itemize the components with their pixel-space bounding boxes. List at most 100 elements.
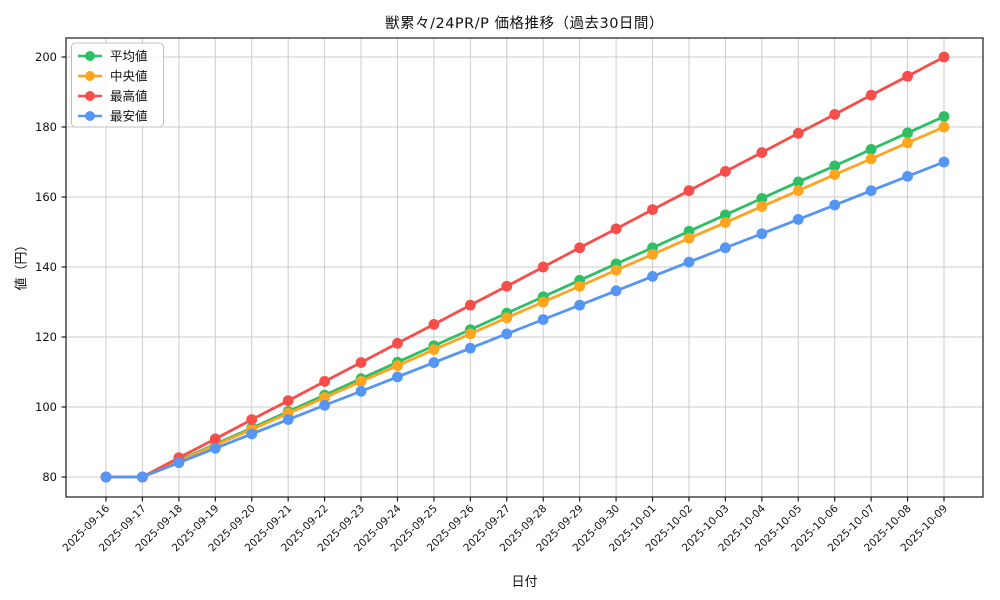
data-point-min <box>829 199 841 211</box>
data-point-min <box>719 242 731 254</box>
data-point-max <box>756 147 768 158</box>
data-point-min <box>501 328 513 340</box>
data-point-median <box>829 169 841 181</box>
data-point-max <box>865 89 877 101</box>
data-point-min <box>246 428 258 440</box>
legend-item-min: 最安値 <box>78 109 148 124</box>
data-point-median <box>756 201 768 212</box>
legend-item-max: 最高値 <box>78 89 148 104</box>
data-point-min <box>355 385 367 397</box>
data-point-max <box>464 299 476 311</box>
y-tick-label: 100 <box>35 400 57 414</box>
series-min <box>100 156 950 483</box>
data-point-max <box>683 185 695 197</box>
legend-marker-dot <box>85 91 95 101</box>
y-axis-label: 値（円） <box>14 238 30 291</box>
data-point-median <box>392 360 403 372</box>
data-point-min <box>574 299 586 311</box>
y-tick-label: 80 <box>42 470 57 484</box>
data-point-median <box>683 232 695 244</box>
data-point-median <box>610 264 622 276</box>
y-tick-label: 140 <box>35 260 57 274</box>
data-point-max <box>902 70 913 82</box>
data-point-max <box>829 109 841 120</box>
data-point-max <box>428 319 440 330</box>
series-average <box>100 111 950 483</box>
data-point-median <box>792 185 804 197</box>
data-point-max <box>282 395 294 407</box>
y-tick-label: 160 <box>35 190 57 204</box>
data-point-min <box>683 256 695 268</box>
data-point-max <box>209 433 221 445</box>
data-point-min <box>319 399 331 411</box>
data-point-median <box>902 137 913 149</box>
data-point-median <box>355 376 367 387</box>
data-point-min <box>137 471 148 483</box>
legend-box <box>71 42 164 128</box>
chart-title: 獣累々/24PR/P 価格推移（過去30日間） <box>385 16 664 32</box>
data-point-median <box>719 217 731 228</box>
data-point-median <box>574 280 586 292</box>
data-point-average <box>902 127 913 139</box>
data-point-average <box>938 111 950 122</box>
data-point-min <box>865 185 877 197</box>
legend-label: 中央値 <box>110 69 148 84</box>
data-point-average <box>756 193 768 204</box>
data-point-average <box>719 209 731 221</box>
series-median <box>100 121 950 483</box>
legend-marker-dot <box>85 111 95 121</box>
data-point-max <box>355 357 367 368</box>
data-point-max <box>719 166 731 177</box>
legend-label: 最高値 <box>110 89 148 104</box>
data-point-max <box>537 261 549 273</box>
data-point-median <box>319 392 331 403</box>
legend-label: 最安値 <box>110 109 148 124</box>
data-point-min <box>464 342 476 354</box>
data-point-median <box>647 249 658 260</box>
data-point-min <box>610 285 622 297</box>
y-tick-label: 180 <box>35 120 57 134</box>
series-line-max <box>106 55 945 479</box>
data-point-max <box>792 127 804 139</box>
legend-label: 平均値 <box>110 49 148 64</box>
data-point-average <box>829 160 841 172</box>
data-point-median <box>464 328 476 340</box>
legend-item-median: 中央値 <box>78 69 148 84</box>
data-point-median <box>501 312 513 324</box>
series-line-min <box>106 160 945 479</box>
data-point-max <box>501 280 513 292</box>
x-axis-label: 日付 <box>511 575 538 590</box>
data-point-min <box>902 170 913 182</box>
data-point-min <box>428 357 440 368</box>
data-point-average <box>792 176 804 188</box>
data-point-max <box>647 204 658 216</box>
data-point-max <box>574 242 586 254</box>
data-point-min <box>209 442 221 454</box>
data-point-max <box>246 414 258 425</box>
legend-marker-dot <box>85 71 95 81</box>
data-point-average <box>865 144 877 155</box>
legend-item-average: 平均値 <box>78 49 148 64</box>
data-point-median <box>537 296 549 308</box>
legend-marker-dot <box>85 51 95 61</box>
data-point-min <box>173 457 185 469</box>
data-point-min <box>100 471 112 483</box>
data-point-min <box>938 156 950 168</box>
y-tick-label: 200 <box>35 50 57 64</box>
series-line-average <box>106 115 945 479</box>
data-point-median <box>428 344 440 355</box>
data-point-min <box>792 214 804 225</box>
data-point-max <box>319 376 331 387</box>
data-point-median <box>938 121 950 133</box>
data-point-min <box>282 414 294 425</box>
data-point-max <box>392 337 403 349</box>
data-point-min <box>647 271 658 282</box>
data-point-min <box>392 371 403 383</box>
data-point-max <box>610 223 622 235</box>
y-tick-label: 120 <box>35 330 57 344</box>
data-point-median <box>865 153 877 165</box>
series-line-median <box>106 125 945 479</box>
